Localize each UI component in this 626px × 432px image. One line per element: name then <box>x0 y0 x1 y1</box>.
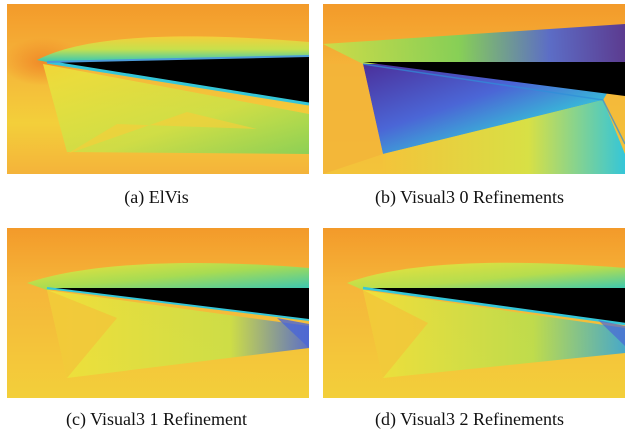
caption-c-visual3-1-refinement: (c) Visual3 1 Refinement <box>65 409 248 429</box>
caption-d-visual3-2-refinements: (d) Visual3 2 Refinements <box>374 409 565 429</box>
elvis-field-render <box>7 4 309 174</box>
panel-b-visual3-0-image <box>323 4 625 174</box>
visual3-2-field-render <box>323 228 625 398</box>
visual3-1-field-render <box>7 228 309 398</box>
panel-c-visual3-1-image <box>7 228 309 398</box>
visual3-0-field-render <box>323 4 625 174</box>
caption-b-visual3-0-refinements: (b) Visual3 0 Refinements <box>374 187 565 207</box>
caption-a-elvis: (a) ElVis <box>124 187 189 207</box>
panel-d-visual3-2-image <box>323 228 625 398</box>
panel-a-elvis-image <box>7 4 309 174</box>
